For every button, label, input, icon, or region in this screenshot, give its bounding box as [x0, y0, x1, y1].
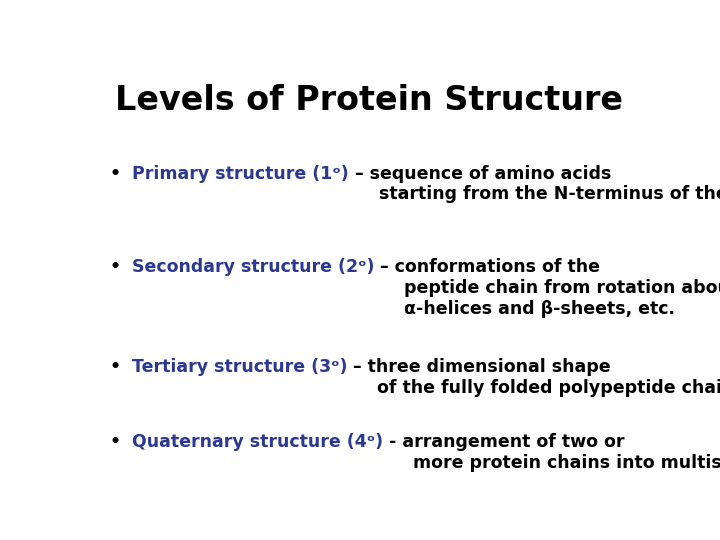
Text: •: • — [109, 358, 121, 376]
Text: Quaternary structure (4ᵒ): Quaternary structure (4ᵒ) — [132, 433, 383, 451]
Text: – three dimensional shape
     of the fully folded polypeptide chain.: – three dimensional shape of the fully f… — [347, 358, 720, 397]
Text: Levels of Protein Structure: Levels of Protein Structure — [115, 84, 623, 117]
Text: Secondary structure (2ᵒ): Secondary structure (2ᵒ) — [132, 258, 374, 276]
Text: – conformations of the
     peptide chain from rotation about the α-Cs,         : – conformations of the peptide chain fro… — [374, 258, 720, 318]
Text: Primary structure (1ᵒ): Primary structure (1ᵒ) — [132, 165, 348, 183]
Text: •: • — [109, 258, 121, 276]
Text: Tertiary structure (3ᵒ): Tertiary structure (3ᵒ) — [132, 358, 347, 376]
Text: •: • — [109, 433, 121, 451]
Text: •: • — [109, 165, 121, 183]
Text: – sequence of amino acids
     starting from the N-terminus of the peptide.: – sequence of amino acids starting from … — [348, 165, 720, 204]
Text: - arrangement of two or
     more protein chains into multisubunit molecule: - arrangement of two or more protein cha… — [383, 433, 720, 471]
